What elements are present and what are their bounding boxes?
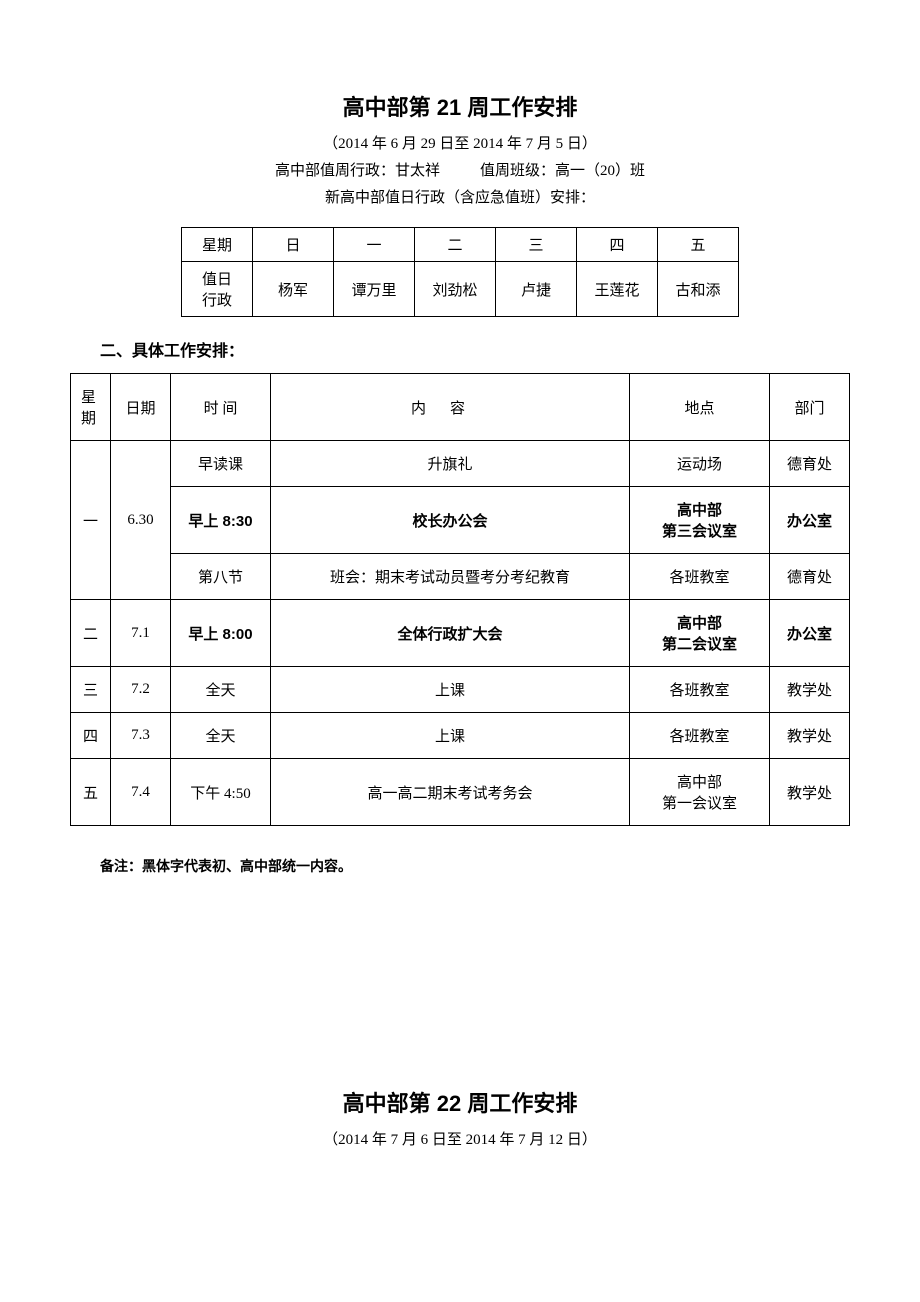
- cell-dept: 教学处: [770, 759, 850, 826]
- cell-date: 7.2: [111, 667, 171, 713]
- duty-day: 五: [658, 228, 739, 262]
- duty-header-label: 星期: [182, 228, 253, 262]
- cell-weekday: 五: [71, 759, 111, 826]
- schedule-table: 星期 日期 时 间 内容 地点 部门 一6.30早读课升旗礼运动场德育处早上 8…: [70, 373, 850, 826]
- cell-content: 班会：期末考试动员暨考分考纪教育: [271, 554, 630, 600]
- duty-name: 杨军: [253, 262, 334, 317]
- duty-class-label: 值周班级：: [480, 163, 555, 179]
- duty-admin-label: 高中部值周行政：: [275, 163, 395, 179]
- cell-dept: 办公室: [770, 487, 850, 554]
- cell-weekday: 一: [71, 441, 111, 600]
- schedule-body: 一6.30早读课升旗礼运动场德育处早上 8:30校长办公会高中部 第三会议室办公…: [71, 441, 850, 826]
- duty-admin-name: 甘太祥: [395, 163, 440, 179]
- schedule-row: 早上 8:30校长办公会高中部 第三会议室办公室: [71, 487, 850, 554]
- cell-content: 全体行政扩大会: [271, 600, 630, 667]
- cell-time: 早上 8:00: [171, 600, 271, 667]
- cell-location: 运动场: [630, 441, 770, 487]
- schedule-row: 一6.30早读课升旗礼运动场德育处: [71, 441, 850, 487]
- note: 备注：黑体字代表初、高中部统一内容。: [100, 856, 850, 876]
- th-dept: 部门: [770, 374, 850, 441]
- duty-name: 古和添: [658, 262, 739, 317]
- cell-dept: 教学处: [770, 713, 850, 759]
- cell-location: 高中部 第二会议室: [630, 600, 770, 667]
- cell-time: 下午 4:50: [171, 759, 271, 826]
- cell-time: 全天: [171, 667, 271, 713]
- schedule-row: 三7.2全天上课各班教室教学处: [71, 667, 850, 713]
- week22-title: 高中部第 22 周工作安排: [70, 1086, 850, 1118]
- cell-content: 高一高二期末考试考务会: [271, 759, 630, 826]
- cell-location: 高中部 第一会议室: [630, 759, 770, 826]
- week21-date-range: （2014 年 6 月 29 日至 2014 年 7 月 5 日）: [70, 132, 850, 153]
- cell-time: 第八节: [171, 554, 271, 600]
- cell-weekday: 二: [71, 600, 111, 667]
- section2-heading: 二、具体工作安排：: [100, 337, 850, 361]
- cell-weekday: 四: [71, 713, 111, 759]
- cell-date: 6.30: [111, 441, 171, 600]
- cell-time: 早读课: [171, 441, 271, 487]
- th-location: 地点: [630, 374, 770, 441]
- th-content: 内容: [271, 374, 630, 441]
- cell-content: 上课: [271, 713, 630, 759]
- cell-date: 7.3: [111, 713, 171, 759]
- duty-table: 星期 日 一 二 三 四 五 值日 行政 杨军 谭万里 刘劲松 卢捷 王莲花 古…: [181, 227, 739, 317]
- new-duty-line: 新高中部值日行政（含应急值班）安排：: [70, 186, 850, 207]
- duty-day: 四: [577, 228, 658, 262]
- cell-dept: 德育处: [770, 441, 850, 487]
- duty-name: 刘劲松: [415, 262, 496, 317]
- duty-day: 二: [415, 228, 496, 262]
- duty-day: 一: [334, 228, 415, 262]
- duty-name: 卢捷: [496, 262, 577, 317]
- week21-title: 高中部第 21 周工作安排: [70, 90, 850, 122]
- duty-admin-line: 高中部值周行政：甘太祥 值周班级：高一（20）班: [70, 159, 850, 180]
- cell-location: 各班教室: [630, 667, 770, 713]
- cell-content: 上课: [271, 667, 630, 713]
- cell-weekday: 三: [71, 667, 111, 713]
- cell-date: 7.1: [111, 600, 171, 667]
- schedule-row: 二7.1早上 8:00全体行政扩大会高中部 第二会议室办公室: [71, 600, 850, 667]
- schedule-row: 四7.3全天上课各班教室教学处: [71, 713, 850, 759]
- th-weekday: 星期: [71, 374, 111, 441]
- duty-day: 三: [496, 228, 577, 262]
- cell-date: 7.4: [111, 759, 171, 826]
- duty-row2-label: 值日 行政: [182, 262, 253, 317]
- cell-dept: 办公室: [770, 600, 850, 667]
- schedule-header-row: 星期 日期 时 间 内容 地点 部门: [71, 374, 850, 441]
- cell-content: 校长办公会: [271, 487, 630, 554]
- duty-name: 王莲花: [577, 262, 658, 317]
- cell-dept: 教学处: [770, 667, 850, 713]
- duty-day: 日: [253, 228, 334, 262]
- duty-table-header-row: 星期 日 一 二 三 四 五: [182, 228, 739, 262]
- duty-table-names-row: 值日 行政 杨军 谭万里 刘劲松 卢捷 王莲花 古和添: [182, 262, 739, 317]
- cell-location: 各班教室: [630, 554, 770, 600]
- schedule-row: 第八节班会：期末考试动员暨考分考纪教育各班教室德育处: [71, 554, 850, 600]
- cell-location: 各班教室: [630, 713, 770, 759]
- th-time: 时 间: [171, 374, 271, 441]
- schedule-row: 五7.4下午 4:50高一高二期末考试考务会高中部 第一会议室教学处: [71, 759, 850, 826]
- cell-location: 高中部 第三会议室: [630, 487, 770, 554]
- cell-time: 早上 8:30: [171, 487, 271, 554]
- cell-dept: 德育处: [770, 554, 850, 600]
- cell-time: 全天: [171, 713, 271, 759]
- duty-class-name: 高一（20）班: [555, 163, 645, 179]
- duty-name: 谭万里: [334, 262, 415, 317]
- week22-date-range: （2014 年 7 月 6 日至 2014 年 7 月 12 日）: [70, 1128, 850, 1149]
- cell-content: 升旗礼: [271, 441, 630, 487]
- th-date: 日期: [111, 374, 171, 441]
